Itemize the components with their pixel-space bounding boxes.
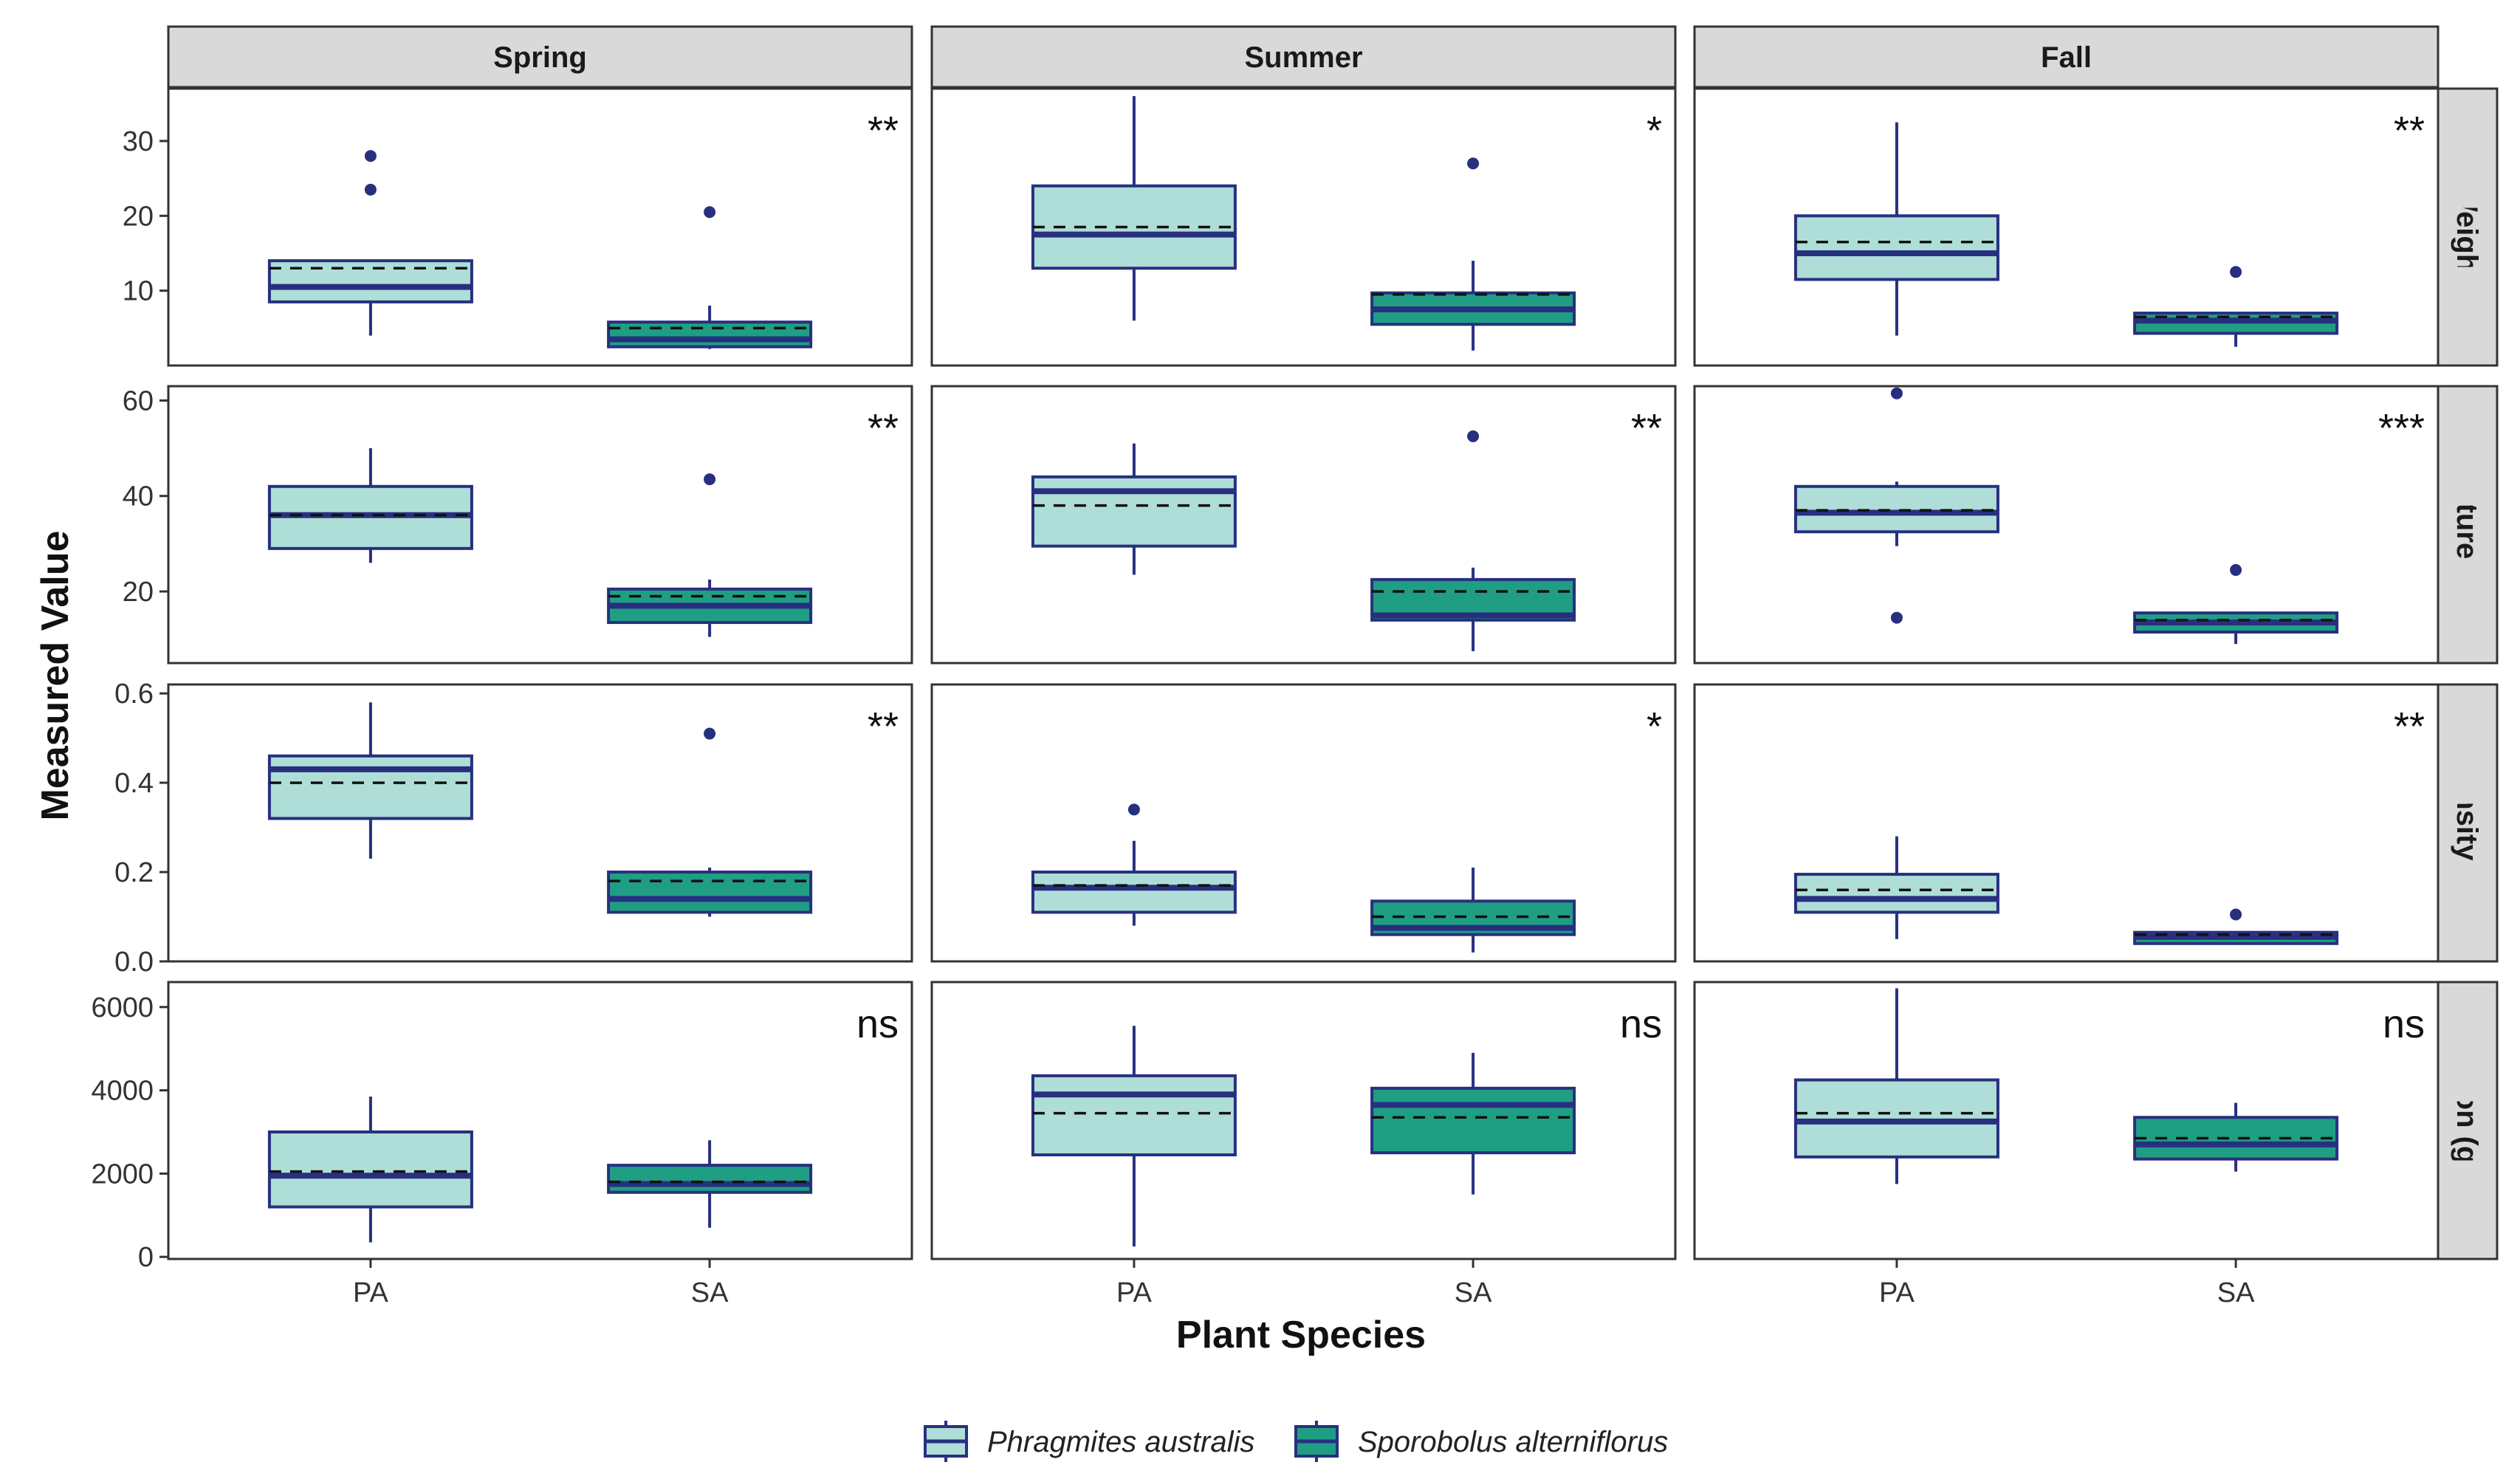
column-strip — [930, 25, 1677, 89]
outlier-point — [2230, 266, 2242, 278]
panel-background — [1693, 683, 2440, 963]
outlier-point — [2230, 908, 2242, 921]
significance-label: ** — [2394, 704, 2425, 749]
column-strip-label: Summer — [1244, 41, 1362, 74]
box-iqr — [1370, 1086, 1576, 1155]
box-iqr — [1031, 1074, 1237, 1157]
column-strip-label: Fall — [2041, 41, 2092, 74]
box-iqr — [1793, 1078, 1999, 1159]
y-tick-label: 4000 — [91, 1076, 154, 1107]
box-iqr — [1031, 871, 1237, 914]
significance-label: ** — [868, 109, 899, 153]
row-strip-label: Moisture (%) — [2451, 436, 2483, 614]
column-strip — [1693, 25, 2440, 89]
y-tick-label: 30 — [123, 126, 154, 157]
y-axis-title: Measured Value — [34, 530, 77, 820]
significance-label: ** — [868, 406, 899, 450]
row-strip — [2437, 683, 2499, 963]
legend-label: Phragmites australis — [987, 1426, 1254, 1458]
outlier-point — [1890, 611, 1903, 624]
column-strip-label: Spring — [493, 41, 587, 74]
outlier-point — [704, 206, 716, 219]
outlier-point — [1467, 157, 1480, 170]
x-tick-label: SA — [1455, 1277, 1492, 1308]
y-tick-label: 20 — [123, 201, 154, 232]
x-axis-title: Plant Species — [1176, 1314, 1426, 1356]
outlier-point — [2230, 563, 2242, 576]
box-iqr — [1793, 214, 1999, 281]
box-iqr — [267, 259, 473, 303]
outlier-point — [704, 727, 716, 740]
legend-label: Sporobolus alterniflorus — [1358, 1426, 1668, 1458]
x-tick-label: PA — [1116, 1277, 1153, 1308]
x-tick-label: PA — [353, 1277, 389, 1308]
box-iqr — [267, 1130, 473, 1209]
x-tick-label: PA — [1879, 1277, 1915, 1308]
row-strip-label: Carbon (g/ha) — [2451, 1025, 2483, 1217]
panel-background — [167, 683, 913, 963]
panel-background — [167, 981, 913, 1260]
significance-label: * — [1647, 109, 1662, 153]
box-iqr — [1793, 873, 1999, 914]
row-strip-label: Dry Weight (g) — [2451, 126, 2483, 328]
column-strip — [167, 25, 913, 89]
outlier-point — [704, 473, 716, 486]
outlier-point — [1127, 803, 1140, 816]
y-tick-label: 10 — [123, 276, 154, 307]
significance-label: ** — [868, 704, 899, 749]
significance-label: * — [1647, 704, 1662, 749]
box-iqr — [607, 871, 813, 914]
outlier-point — [1467, 430, 1480, 442]
box-iqr — [267, 754, 473, 820]
row-strip — [2437, 981, 2499, 1260]
outlier-point — [364, 150, 377, 162]
x-tick-label: SA — [691, 1277, 729, 1308]
outlier-point — [364, 183, 377, 196]
y-tick-label: 0.2 — [114, 857, 154, 888]
box-iqr — [607, 320, 813, 349]
significance-label: *** — [2378, 406, 2425, 450]
row-strip — [2437, 87, 2499, 367]
y-tick-label: 60 — [123, 385, 154, 416]
y-tick-label: 0.4 — [114, 768, 154, 799]
significance-label: ns — [856, 1002, 899, 1046]
significance-label: ns — [1620, 1002, 1662, 1046]
row-strip — [2437, 385, 2499, 665]
panel-background — [167, 87, 913, 367]
box-iqr — [607, 1164, 813, 1194]
significance-label: ** — [2394, 109, 2425, 153]
y-tick-label: 0.0 — [114, 947, 154, 978]
y-tick-label: 20 — [123, 577, 154, 608]
y-tick-label: 2000 — [91, 1159, 154, 1190]
significance-label: ** — [1631, 406, 1662, 450]
outlier-point — [1890, 387, 1903, 399]
box-iqr — [1031, 475, 1237, 548]
y-tick-label: 6000 — [91, 992, 154, 1023]
x-tick-label: SA — [2217, 1277, 2255, 1308]
y-tick-label: 0.6 — [114, 679, 154, 710]
row-strip-label: Bulk Density (g/cm3 — [2451, 682, 2483, 964]
significance-label: ns — [2383, 1002, 2425, 1046]
y-tick-label: 0 — [138, 1242, 154, 1273]
y-tick-label: 40 — [123, 481, 154, 512]
